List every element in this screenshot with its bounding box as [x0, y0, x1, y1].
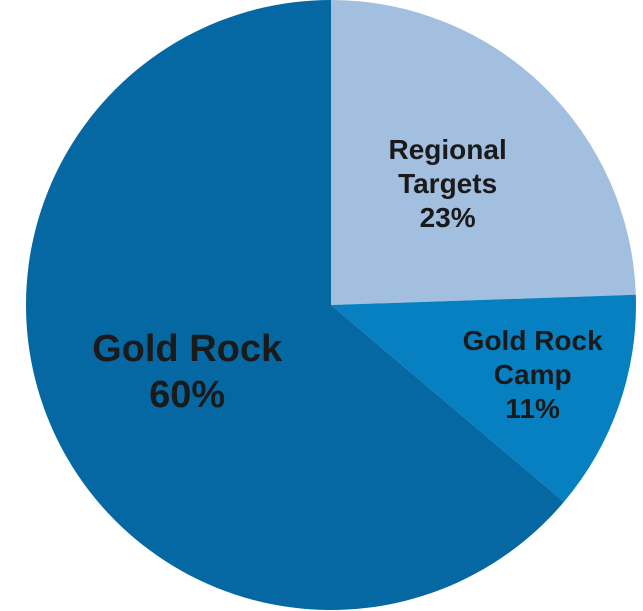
data-label-value: 11% — [505, 393, 560, 425]
data-label-value: 23% — [419, 202, 476, 234]
data-label-category-line: Gold Rock — [92, 327, 283, 370]
data-label-category-line: Targets — [398, 168, 498, 200]
data-label-gold-rock: Gold Rock 60% — [92, 326, 282, 418]
data-label-value: 60% — [149, 373, 226, 416]
data-label-category-line: Camp — [493, 359, 572, 391]
data-label-category-line: Gold Rock — [462, 325, 603, 357]
data-label-gold-rock-camp: Gold Rock Camp 11% — [463, 324, 603, 426]
pie-slice-gold-rock-camp — [331, 294, 637, 502]
pie-slice-regional-targets — [331, 0, 636, 305]
data-label-category-line: Regional — [388, 134, 507, 166]
data-label-regional-targets: Regional Targets 23% — [388, 133, 506, 235]
pie-slice-gold-rock — [25, 0, 564, 610]
